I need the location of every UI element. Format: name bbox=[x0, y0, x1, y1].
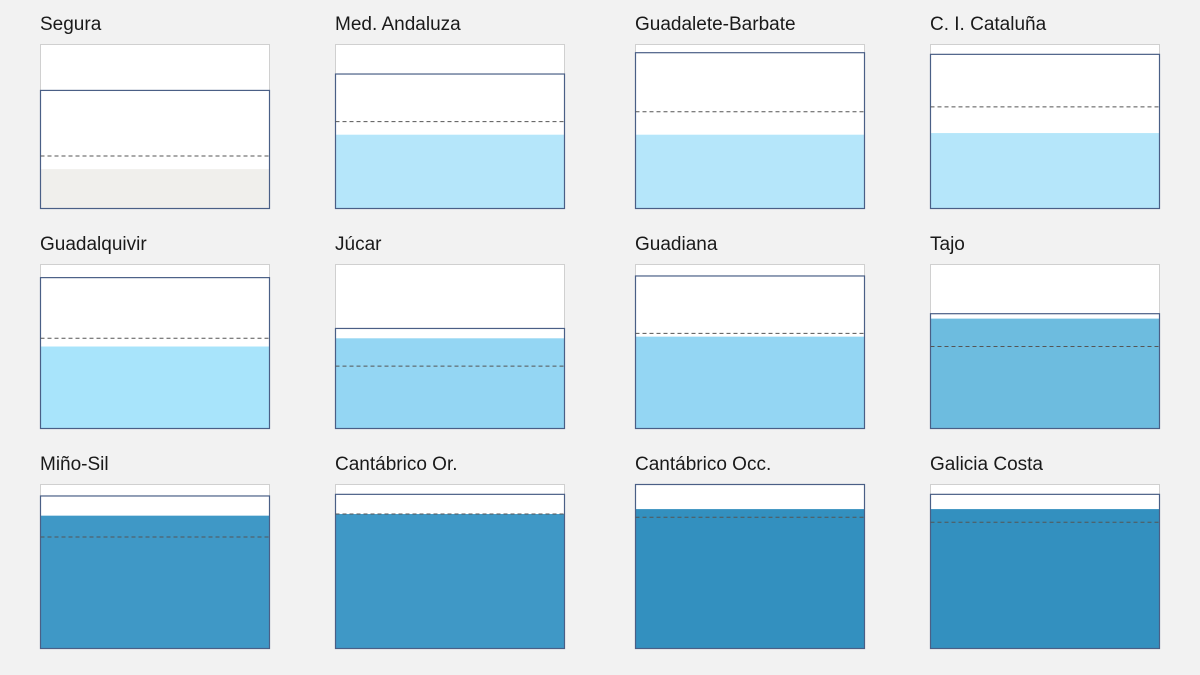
panel-title: Cantábrico Or. bbox=[335, 454, 458, 475]
capacity-outline bbox=[634, 275, 866, 430]
capacity-outline bbox=[929, 53, 1161, 210]
panel-title: Miño-Sil bbox=[40, 454, 109, 475]
capacity-outline bbox=[39, 495, 271, 650]
panel: Galicia Costa bbox=[929, 454, 1162, 651]
panel: Miño-Sil bbox=[39, 454, 272, 651]
panel-title: Segura bbox=[40, 14, 102, 35]
panel-title: Cantábrico Occ. bbox=[635, 454, 772, 475]
panel: Segura bbox=[39, 14, 272, 211]
water-level-bar bbox=[335, 514, 565, 649]
capacity-outline bbox=[929, 313, 1161, 430]
reservoir-chart bbox=[634, 44, 866, 210]
water-level-bar bbox=[635, 336, 865, 429]
reservoir-chart bbox=[334, 264, 566, 430]
reservoir-chart bbox=[634, 264, 866, 430]
panel-title: Galicia Costa bbox=[930, 454, 1043, 475]
water-level-bar bbox=[930, 509, 1160, 649]
panel: Guadalete-Barbate bbox=[634, 14, 867, 211]
capacity-outline bbox=[929, 493, 1161, 650]
panel-title: C. I. Cataluña bbox=[930, 14, 1047, 35]
reservoir-chart bbox=[334, 484, 566, 650]
reservoir-chart bbox=[334, 44, 566, 210]
reservoir-chart bbox=[929, 44, 1161, 210]
water-level-bar bbox=[40, 515, 270, 649]
reservoir-chart bbox=[929, 264, 1161, 430]
capacity-outline bbox=[334, 327, 566, 430]
panel: Cantábrico Occ. bbox=[634, 454, 867, 651]
reservoir-chart bbox=[39, 484, 271, 650]
panel: C. I. Cataluña bbox=[929, 14, 1162, 211]
capacity-outline bbox=[634, 483, 866, 650]
water-level-bar bbox=[40, 169, 270, 209]
panel: Med. Andaluza bbox=[334, 14, 567, 211]
panel-title: Tajo bbox=[930, 234, 965, 255]
water-level-bar bbox=[635, 509, 865, 649]
reservoir-chart bbox=[39, 44, 271, 210]
capacity-outline bbox=[39, 89, 271, 210]
capacity-outline bbox=[39, 277, 271, 430]
water-level-bar bbox=[635, 134, 865, 209]
panel-title: Júcar bbox=[335, 234, 382, 255]
capacity-outline bbox=[334, 493, 566, 650]
panel-title: Med. Andaluza bbox=[335, 14, 461, 35]
reservoir-chart bbox=[39, 264, 271, 430]
reservoir-chart bbox=[929, 484, 1161, 650]
reservoir-chart bbox=[634, 483, 866, 650]
water-level-bar bbox=[40, 346, 270, 429]
water-level-bar bbox=[335, 134, 565, 209]
capacity-outline bbox=[334, 73, 566, 210]
water-level-bar bbox=[930, 133, 1160, 209]
panel-title: Guadiana bbox=[635, 234, 718, 255]
panel: Júcar bbox=[334, 234, 567, 431]
water-level-bar bbox=[335, 338, 565, 429]
panel: Cantábrico Or. bbox=[334, 454, 567, 651]
panel-title: Guadalquivir bbox=[40, 234, 147, 255]
panel: Guadiana bbox=[634, 234, 867, 431]
panel: Tajo bbox=[929, 234, 1162, 431]
water-level-bar bbox=[930, 318, 1160, 429]
capacity-outline bbox=[634, 52, 866, 210]
panel-title: Guadalete-Barbate bbox=[635, 14, 796, 35]
panel: Guadalquivir bbox=[39, 234, 272, 431]
